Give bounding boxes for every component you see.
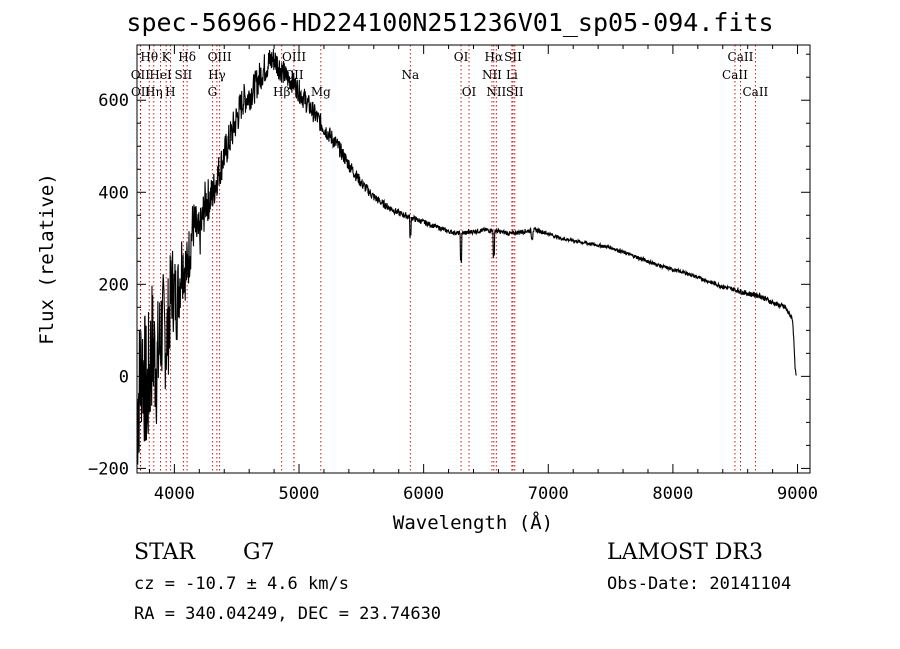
marker-label: Hβ [273,85,290,99]
object-class: STAR [134,540,195,565]
x-tick-label: 8000 [652,484,693,504]
y-tick-label: 200 [98,275,129,295]
marker-label: H [165,85,175,99]
y-tick-label: −200 [88,459,129,479]
marker-label: NII [482,68,502,82]
x-tick-label: 7000 [528,484,569,504]
coordinates: RA = 340.04249, DEC = 23.74630 [134,604,442,624]
marker-label: SII [175,68,193,82]
x-tick-label: 4000 [154,484,195,504]
marker-label: OII [131,85,151,99]
marker-label: CaII [742,85,768,99]
observation-date: Obs-Date: 20141104 [607,574,792,594]
line-markers [139,45,756,473]
x-tick-label: 5000 [279,484,320,504]
x-axis: 4000 5000 6000 7000 8000 9000 [148,45,818,504]
x-tick-label: 6000 [403,484,444,504]
marker-label: OIII [208,50,232,64]
marker-label: OI [454,50,469,64]
marker-label: Mg [311,85,331,99]
y-tick-label: 0 [119,367,129,387]
marker-label: G [208,85,218,99]
marker-label: HeI [149,68,172,82]
y-axis: −200 0 200 400 600 [88,53,810,479]
spectrum-line [136,48,797,465]
y-tick-label: 600 [98,91,129,111]
survey-name: LAMOST DR3 [607,540,763,565]
marker-label: OI [462,85,477,99]
marker-label: SII [504,50,522,64]
marker-label: NII [486,85,506,99]
marker-label: Hη [145,85,163,99]
marker-label: Na [401,68,419,82]
chart-title: spec-56966-HD224100N251236V01_sp05-094.f… [126,8,774,37]
subclass: G7 [243,540,275,565]
redshift-velocity: cz = -10.7 ± 4.6 km/s [134,574,349,594]
marker-label: OII [131,68,151,82]
marker-label: Hδ [178,50,196,64]
plot-frame [136,44,811,474]
marker-label: Hα [485,50,504,64]
marker-label: Li [506,68,518,82]
marker-label: Hθ [140,50,158,64]
marker-label: CaII [728,50,754,64]
y-axis-label: Flux (relative) [36,173,58,345]
marker-label: CaII [722,68,748,82]
x-axis-label: Wavelength (Å) [393,511,553,534]
marker-label: OIII [282,50,306,64]
marker-label: SII [506,85,524,99]
marker-label: Hγ [208,68,226,82]
marker-label: K [162,50,172,64]
x-tick-label: 9000 [777,484,818,504]
y-tick-label: 400 [98,183,129,203]
